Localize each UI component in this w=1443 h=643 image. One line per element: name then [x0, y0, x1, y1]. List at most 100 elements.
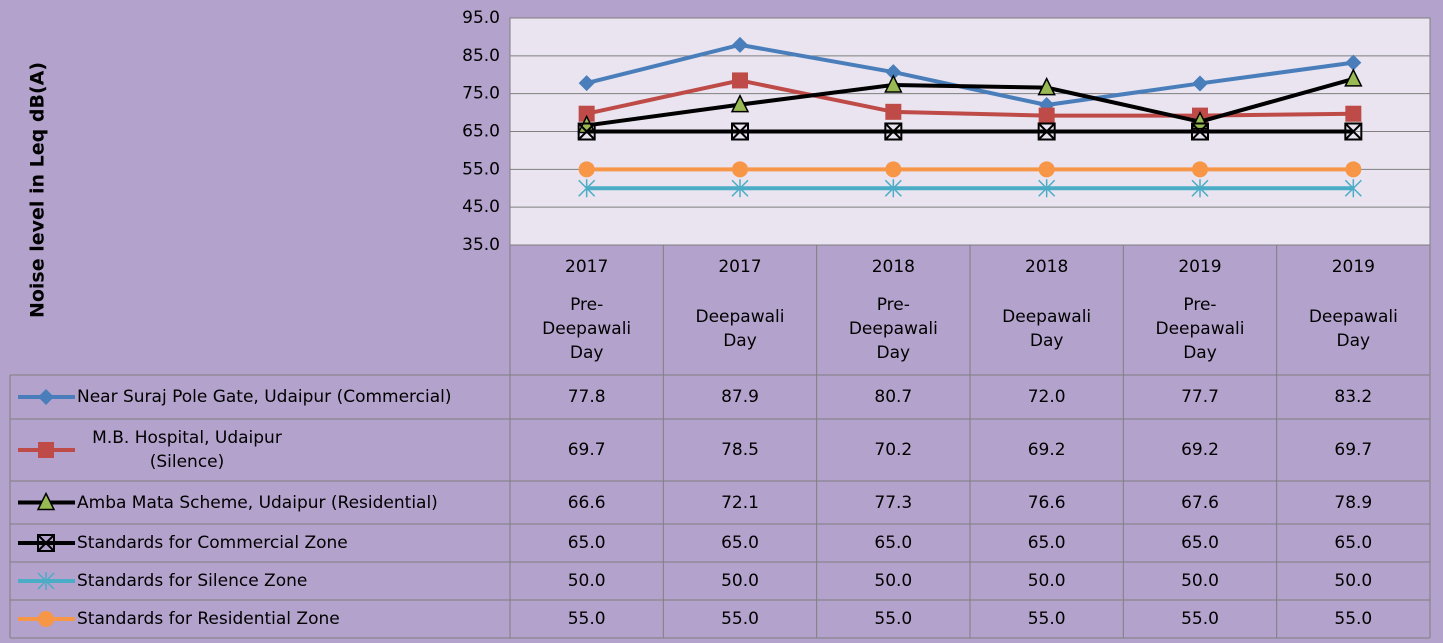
marker-shape: [884, 179, 902, 198]
marker: [1038, 161, 1055, 178]
marker: [1038, 179, 1056, 198]
marker-shape: [731, 122, 749, 141]
marker: [1192, 161, 1208, 178]
marker-shape: [884, 74, 903, 93]
marker-shape: [731, 179, 749, 198]
y-tick-label: 85.0: [462, 46, 500, 66]
marker: [1037, 122, 1056, 141]
legend-marker: [38, 611, 54, 627]
marker-shape: [1037, 122, 1056, 141]
marker: [1344, 122, 1363, 141]
marker: [1038, 107, 1055, 124]
category-year: 2017: [718, 257, 762, 277]
table-value: 77.7: [1181, 387, 1219, 407]
marker: [578, 161, 595, 178]
marker-shape: [1037, 76, 1056, 96]
legend-label: M.B. Hospital, Udaipur (Silence): [92, 428, 282, 472]
marker: [732, 36, 748, 53]
table-value: 69.7: [1334, 440, 1373, 460]
marker: [731, 179, 749, 198]
marker-shape: [1344, 179, 1362, 198]
category-label: Pre-Deepawali Day: [542, 295, 632, 363]
table-value: 76.6: [1027, 492, 1066, 513]
table-value: 77.3: [874, 492, 913, 513]
marker-shape: [1191, 122, 1209, 141]
marker: [577, 122, 596, 141]
category-label: Deepawali Day: [1308, 307, 1398, 351]
table-value: 55.0: [1334, 609, 1373, 629]
legend-marker: [37, 572, 55, 590]
marker-shape: [577, 122, 596, 141]
series-line: [586, 76, 1354, 128]
y-tick-label: 75.0: [462, 84, 500, 104]
table-value: 50.0: [874, 571, 913, 591]
marker-shape: [578, 161, 595, 178]
category-year: 2018: [871, 257, 915, 277]
table-value: 78.5: [721, 440, 759, 460]
marker-shape: [1190, 110, 1210, 130]
marker-shape: [732, 72, 748, 89]
table-value: 65.0: [1181, 533, 1219, 553]
category-year: 2019: [1178, 257, 1222, 277]
table-value: 55.0: [874, 609, 913, 629]
legend-label: Standards for Residential Zone: [77, 609, 340, 629]
table-value: 50.0: [1334, 571, 1373, 591]
marker-shape: [1345, 54, 1362, 71]
category-label: Pre-Deepawali Day: [1155, 295, 1245, 363]
marker-shape: [1038, 179, 1056, 198]
marker-shape: [1192, 161, 1208, 178]
category-label: Deepawali Day: [695, 307, 785, 351]
series-line: [586, 42, 1354, 108]
y-tick-label: 55.0: [462, 159, 500, 179]
category-year: 2018: [1025, 257, 1069, 277]
y-tick-label: 35.0: [462, 235, 500, 255]
legend-label: Standards for Silence Zone: [77, 571, 308, 591]
table-value: 65.0: [874, 533, 913, 553]
y-axis-title: Noise level in Leq dB(A): [27, 62, 49, 318]
marker: [1191, 122, 1209, 141]
marker: [884, 122, 903, 141]
marker-shape: [1191, 122, 1209, 141]
category-label: Pre-Deepawali Day: [848, 295, 938, 363]
table-value: 83.2: [1334, 387, 1373, 407]
marker-shape: [38, 389, 54, 405]
table-value: 55.0: [567, 609, 606, 629]
marker-shape: [731, 122, 749, 141]
marker: [578, 75, 595, 92]
table-value: 69.2: [1027, 440, 1066, 460]
marker-shape: [578, 179, 596, 198]
category-year: 2017: [565, 257, 609, 277]
marker-shape: [37, 534, 55, 552]
table-value: 87.9: [721, 387, 759, 407]
marker-shape: [732, 36, 748, 53]
marker-shape: [578, 75, 595, 92]
marker-shape: [38, 611, 54, 627]
table-value: 50.0: [567, 571, 606, 591]
marker-shape: [1345, 161, 1362, 178]
y-tick-label: 95.0: [462, 8, 500, 28]
marker: [885, 161, 902, 178]
marker: [732, 72, 748, 89]
marker-shape: [1345, 105, 1362, 122]
table-value: 69.2: [1181, 440, 1219, 460]
table-value: 66.6: [567, 492, 606, 513]
table-value: 55.0: [1027, 609, 1066, 629]
marker-shape: [1038, 161, 1055, 178]
marker-shape: [38, 442, 54, 458]
table-value: 65.0: [1334, 533, 1373, 553]
table-value: 55.0: [1181, 609, 1219, 629]
table-value: 65.0: [721, 533, 759, 553]
marker-shape: [1344, 122, 1363, 141]
table-value: 50.0: [1027, 571, 1066, 591]
marker-shape: [578, 105, 595, 122]
marker-shape: [1037, 122, 1056, 141]
marker: [884, 74, 903, 93]
marker: [732, 161, 748, 178]
marker-shape: [884, 122, 903, 141]
table-value: 65.0: [1027, 533, 1066, 553]
legend-label: Standards for Commercial Zone: [77, 533, 348, 553]
marker: [578, 179, 596, 198]
marker-shape: [1344, 122, 1363, 141]
table-value: 72.0: [1027, 387, 1066, 407]
